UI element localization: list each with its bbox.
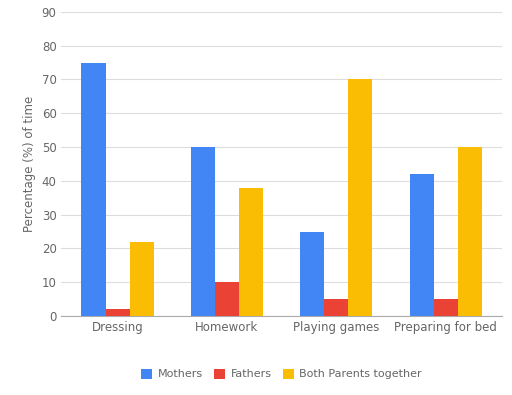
Bar [434, 299, 458, 316]
Bar [458, 147, 482, 316]
Bar [105, 309, 130, 316]
Bar [239, 188, 263, 316]
Bar [324, 299, 348, 316]
Bar [215, 282, 239, 316]
Bar [130, 242, 154, 316]
Bar [191, 147, 215, 316]
Y-axis label: Percentage (%) of time: Percentage (%) of time [23, 96, 36, 232]
Bar [81, 62, 105, 316]
Bar [410, 174, 434, 316]
Bar [348, 79, 372, 316]
Bar [300, 231, 324, 316]
Legend: Mothers, Fathers, Both Parents together: Mothers, Fathers, Both Parents together [137, 364, 426, 384]
